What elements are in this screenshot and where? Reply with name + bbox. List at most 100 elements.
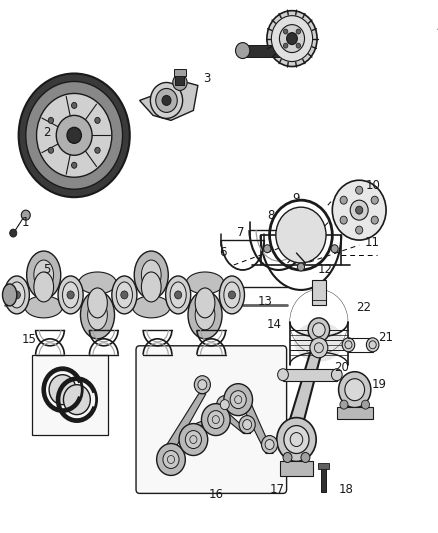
Bar	[32, 355, 108, 434]
Ellipse shape	[34, 272, 53, 302]
Text: 19: 19	[371, 378, 386, 391]
Text: 7: 7	[237, 225, 245, 239]
Ellipse shape	[117, 282, 132, 308]
Text: 14: 14	[267, 318, 282, 332]
Circle shape	[310, 338, 328, 358]
Circle shape	[21, 210, 30, 220]
Circle shape	[239, 416, 255, 433]
Polygon shape	[166, 394, 206, 447]
Circle shape	[371, 216, 378, 224]
Bar	[283, 369, 337, 381]
Text: 8: 8	[268, 208, 275, 222]
Bar	[318, 464, 329, 470]
Circle shape	[296, 43, 300, 48]
Text: 10: 10	[365, 179, 380, 192]
Ellipse shape	[3, 284, 17, 306]
Circle shape	[340, 400, 348, 409]
Text: 2: 2	[43, 126, 51, 139]
Circle shape	[277, 417, 316, 462]
Ellipse shape	[134, 251, 168, 299]
Circle shape	[208, 410, 224, 429]
Text: 22: 22	[356, 301, 371, 314]
Ellipse shape	[34, 260, 53, 290]
Circle shape	[220, 400, 229, 410]
Circle shape	[350, 200, 368, 220]
Circle shape	[342, 338, 355, 352]
Ellipse shape	[88, 288, 107, 318]
Circle shape	[224, 384, 253, 416]
Circle shape	[297, 263, 304, 271]
Circle shape	[308, 318, 330, 342]
Circle shape	[332, 180, 386, 240]
Circle shape	[48, 117, 53, 123]
Ellipse shape	[170, 282, 186, 308]
Circle shape	[272, 15, 313, 61]
Circle shape	[331, 245, 338, 253]
Ellipse shape	[58, 276, 83, 314]
Ellipse shape	[9, 282, 25, 308]
Circle shape	[356, 226, 363, 234]
Ellipse shape	[4, 276, 29, 314]
Circle shape	[185, 431, 201, 449]
Text: 17: 17	[269, 483, 284, 496]
Bar	[312, 280, 326, 305]
Circle shape	[163, 450, 179, 469]
Circle shape	[162, 95, 171, 106]
Circle shape	[201, 403, 230, 435]
Bar	[174, 69, 186, 77]
Ellipse shape	[88, 300, 107, 330]
Ellipse shape	[141, 272, 161, 302]
Circle shape	[26, 82, 123, 189]
Text: 11: 11	[365, 236, 380, 248]
Text: 13: 13	[258, 295, 272, 309]
Ellipse shape	[186, 272, 224, 294]
Circle shape	[198, 379, 207, 390]
Circle shape	[228, 291, 236, 299]
Ellipse shape	[141, 260, 161, 290]
Text: 12: 12	[318, 263, 332, 277]
Circle shape	[278, 369, 288, 381]
Circle shape	[264, 245, 271, 253]
Text: 21: 21	[378, 332, 394, 344]
Ellipse shape	[294, 322, 343, 362]
Circle shape	[279, 25, 304, 53]
Circle shape	[179, 424, 208, 456]
Circle shape	[301, 453, 310, 463]
Ellipse shape	[25, 296, 63, 318]
Circle shape	[267, 11, 317, 67]
Text: 4: 4	[436, 22, 438, 35]
Polygon shape	[289, 342, 324, 422]
Ellipse shape	[112, 276, 137, 314]
Circle shape	[64, 385, 90, 415]
Ellipse shape	[195, 300, 215, 330]
Circle shape	[313, 323, 325, 337]
Circle shape	[283, 29, 288, 34]
Circle shape	[150, 83, 183, 118]
Text: 5: 5	[44, 263, 51, 277]
Bar	[321, 467, 326, 492]
Circle shape	[56, 116, 92, 155]
Circle shape	[175, 291, 182, 299]
Circle shape	[340, 196, 347, 204]
Circle shape	[366, 338, 379, 352]
Circle shape	[339, 372, 371, 408]
Circle shape	[217, 395, 233, 414]
Polygon shape	[188, 414, 228, 426]
Circle shape	[356, 206, 363, 214]
Text: 9: 9	[293, 192, 300, 205]
Ellipse shape	[195, 288, 215, 318]
Ellipse shape	[79, 272, 117, 294]
Text: 20: 20	[334, 361, 349, 374]
Circle shape	[36, 93, 112, 177]
Circle shape	[67, 291, 74, 299]
Circle shape	[371, 196, 378, 204]
Circle shape	[261, 435, 278, 454]
Circle shape	[286, 33, 297, 45]
Circle shape	[48, 147, 53, 154]
Circle shape	[49, 375, 76, 405]
Circle shape	[173, 75, 187, 91]
Circle shape	[340, 216, 347, 224]
Ellipse shape	[224, 282, 240, 308]
Ellipse shape	[132, 296, 170, 318]
Polygon shape	[233, 386, 273, 454]
